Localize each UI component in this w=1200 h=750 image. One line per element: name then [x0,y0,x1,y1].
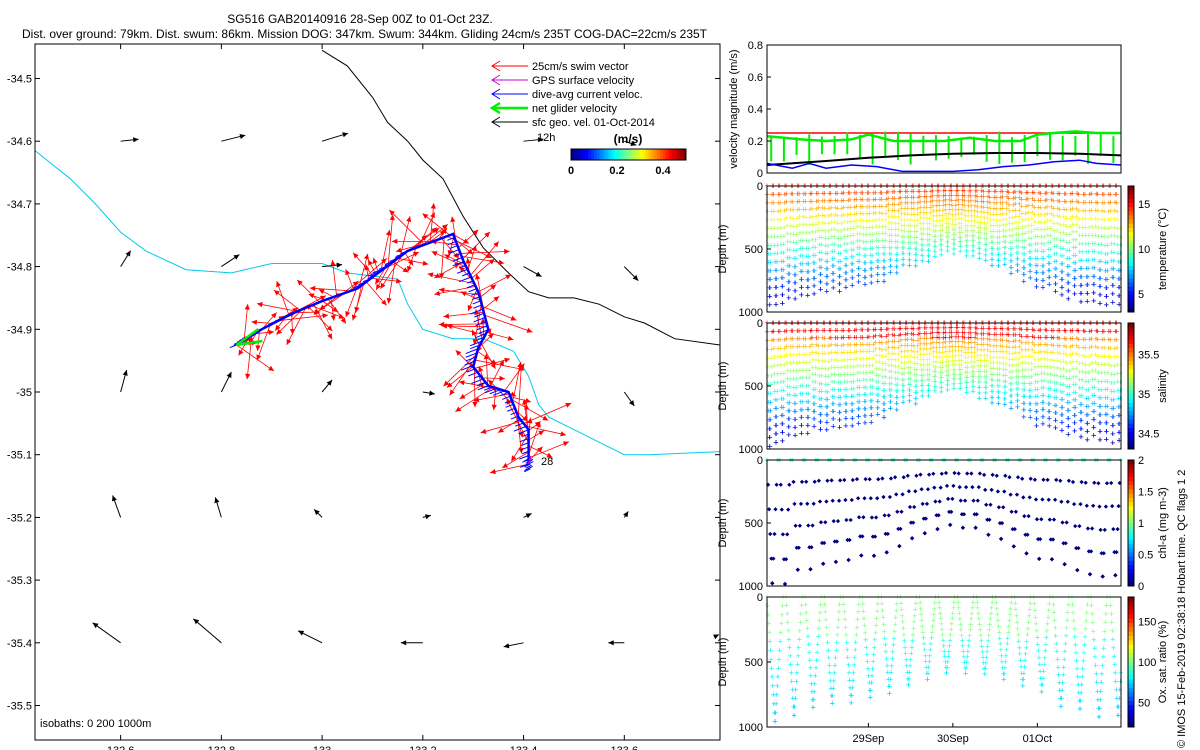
geo-velocity-arrow [121,370,128,392]
swim-vector-arrow [447,366,474,388]
map-xtick-label: 133 [313,745,331,750]
legend-label: net glider velocity [532,103,617,115]
swim-vector-arrow [276,281,289,315]
swim-vector-arrow [297,280,319,302]
geo-velocity-arrow [121,251,131,267]
swim-vector-arrow [526,426,566,437]
geo-velocity-arrow [504,643,524,648]
legend-label: dive-avg current veloc. [532,89,643,101]
geo-velocity-arrow [423,391,435,396]
dac-vector [230,345,237,348]
dac-vector [459,277,471,282]
dac-vector [473,301,481,304]
map-xtick-label: 133.2 [409,745,437,750]
geo-velocity-arrow [623,511,628,517]
isobath-label: isobaths: 0 200 1000m [40,718,151,730]
geo-velocity-arrow [221,134,245,141]
swim-vector-arrow [439,288,479,295]
colorbar-tick-label: 0 [568,165,574,177]
dac-vector [468,372,477,376]
geo-velocity-arrow [221,255,239,267]
geo-velocity-arrow [713,635,719,640]
map-ytick-label: -35.2 [7,512,32,524]
map-ytick-label: -35.4 [7,638,32,650]
geo-velocity-arrow [322,380,332,392]
legend-label: 25cm/s swim vector [532,61,629,73]
map-ytick-label: -34.6 [7,136,32,148]
track-map-chart: 132.6 132.8 133 133.2 133.4 133.6 -34.5 -34.6 -3… [0,0,1200,750]
legend-entry: dive-avg current veloc. [492,89,643,101]
swim-vector-arrow [393,262,409,272]
geo-velocity-arrow [314,509,322,517]
geo-velocity-arrow [93,623,121,643]
geo-velocity-arrow [624,267,638,281]
swim-vector-arrow [398,258,429,265]
geo-velocity-arrow [524,267,542,277]
annotation-28: 28 [541,456,553,468]
swim-vectors [236,203,571,474]
geo-velocity-arrow [524,513,532,518]
swim-vector-arrow [455,387,493,411]
colorbar-tick-label: 0.4 [655,165,671,177]
geo-velocity-arrow [193,619,221,643]
dac-vector [507,408,515,411]
geo-velocity-arrow [214,497,221,517]
coastline [322,50,720,345]
geo-velocity-arrow [401,640,423,645]
map-ytick-label: -35 [16,387,32,399]
map-ytick-label: -34.8 [7,262,32,274]
geo-velocity-arrow [423,514,431,519]
legend-entry: GPS surface velocity [492,75,635,87]
map-xtick-label: 132.8 [208,745,236,750]
map-xtick-label: 132.6 [107,745,135,750]
isobath-line [35,151,720,455]
geo-velocity-arrow [624,392,634,406]
geo-velocity-arrow [298,631,322,643]
swim-vector-arrow [485,315,533,333]
swim-vector-arrow [308,307,332,331]
swim-vector-arrow [319,289,334,297]
map-ytick-label: -34.9 [7,324,32,336]
swim-vector-arrow [345,269,353,290]
colorbar-title: (m/s) [614,132,643,146]
map-xtick-label: 133.4 [510,745,538,750]
swim-vector-arrow [482,306,516,320]
swim-vector-arrow [389,210,424,245]
swim-vector-arrow [490,464,529,474]
swim-vector-arrow [472,259,495,278]
map-ytick-label: -34.7 [7,199,32,211]
swim-vector-arrow [483,296,499,309]
dac-vector [469,289,477,292]
legend-entry: sfc geo. vel. 01-Oct-2014 [492,117,655,129]
map-ytick-label: -35.3 [7,575,32,587]
swim-vector-arrow [478,275,511,292]
legend-entry: 25cm/s swim vector [492,61,629,73]
geo-velocity-arrow [112,495,121,517]
swim-vector-arrow [388,215,395,266]
map-frame [35,44,720,740]
legend-label: sfc geo. vel. 01-Oct-2014 [532,117,655,129]
map-ytick-label: -35.5 [7,701,32,713]
geo-velocity-arrow [121,137,139,142]
geo-velocity-arrow [608,640,624,645]
map-ytick-label: -34.5 [7,73,32,85]
swim-vector-arrow [310,286,351,291]
map-legend: 25cm/s swim vector GPS surface velocity di… [492,61,655,129]
legend-entry: net glider velocity [492,103,617,115]
geo-velocity-arrow [322,132,348,141]
map-xtick-label: 133.6 [611,745,639,750]
dac-vector [502,396,510,399]
annotation-12h: 12h [537,132,555,144]
speed-colorbar: (m/s) 0 0.2 0.4 [568,132,687,177]
dac-vector [519,456,528,460]
map-ytick-label: -35.1 [7,450,32,462]
geo-velocity-arrow [221,372,231,392]
colorbar-tick-label: 0.2 [609,165,624,177]
legend-label: GPS surface velocity [532,75,635,87]
